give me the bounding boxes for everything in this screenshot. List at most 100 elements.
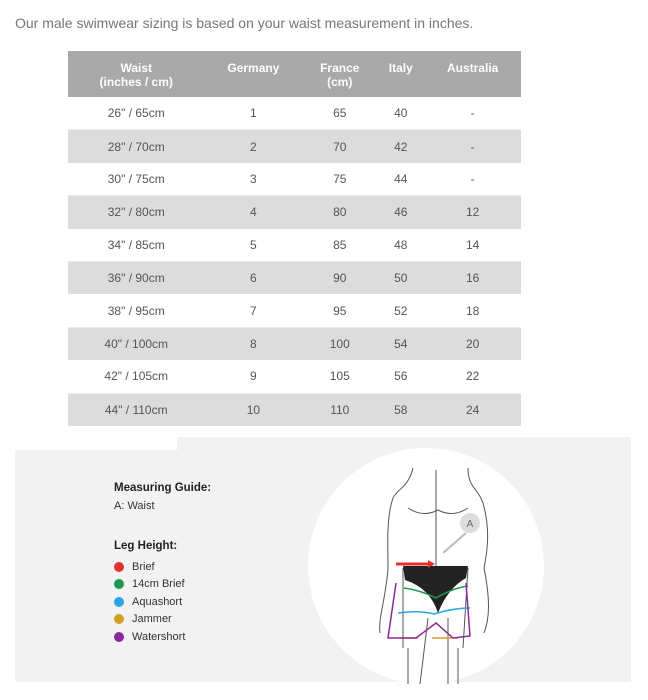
- table-cell: -: [424, 162, 521, 197]
- table-cell: 38" / 95cm: [68, 294, 205, 328]
- table-cell: 70: [302, 129, 378, 163]
- column-header-subline: (cm): [327, 75, 353, 89]
- table-row: 44" / 110cm 10 110 58 24: [68, 393, 521, 426]
- column-header: Australia: [424, 51, 521, 97]
- table-cell: 110: [302, 393, 378, 426]
- legend-label: Jammer: [132, 613, 172, 626]
- table-cell: 8: [204, 327, 303, 361]
- legend-label: 14cm Brief: [132, 578, 185, 591]
- table-cell: 95: [302, 294, 378, 328]
- table-cell: 16: [424, 261, 521, 295]
- table-cell: 80: [302, 195, 378, 229]
- table-cell: 36" / 90cm: [68, 261, 205, 295]
- body-outline: [379, 467, 489, 684]
- marker-a-pointer: [442, 532, 467, 554]
- table-cell: 5: [204, 228, 303, 262]
- table-body: 26" / 65cm 1 65 40-28" / 70cm 2 70 42-30" / 75…: [68, 97, 521, 426]
- table-cell: 48: [377, 228, 425, 262]
- column-header: France (cm): [302, 51, 378, 97]
- table-row: 34" / 85cm 5 85 48 14: [68, 228, 521, 262]
- table-row: 40" / 100cm 8 100 54 20: [68, 327, 521, 361]
- table-cell: 14: [424, 228, 521, 262]
- table-cell: 32" / 80cm: [68, 195, 205, 229]
- legend-dot-icon: [114, 596, 124, 607]
- table-row: 26" / 65cm 1 65 40-: [68, 97, 521, 131]
- table-row: 30" / 75cm 3 75 44-: [68, 162, 521, 197]
- table-cell: 50: [377, 261, 425, 295]
- legend-item: Aquashort: [114, 593, 211, 611]
- table-cell: 9: [204, 360, 303, 394]
- legend-label: Watershort: [132, 630, 186, 643]
- guide-panel-top: [177, 437, 631, 451]
- table-row: 42" / 105cm 9 105 56 22: [68, 360, 521, 394]
- legend-label: Aquashort: [132, 595, 183, 608]
- legend-dot-icon: [114, 579, 124, 590]
- waist-label: A: Waist: [114, 500, 155, 512]
- table-cell: 42" / 105cm: [68, 360, 205, 394]
- table-cell: 18: [424, 294, 521, 328]
- table-cell: 3: [204, 162, 303, 197]
- table-cell: 58: [377, 393, 425, 426]
- table-cell: 4: [204, 195, 303, 229]
- table-cell: 24: [424, 393, 521, 426]
- table-row: 36" / 90cm 6 90 50 16: [68, 261, 521, 295]
- table-cell: 44" / 110cm: [68, 393, 205, 426]
- table-cell: 22: [424, 360, 521, 394]
- table-row: 28" / 70cm 2 70 42-: [68, 129, 521, 163]
- table-cell: 7: [204, 294, 303, 328]
- table-cell: 75: [302, 162, 378, 197]
- table-cell: 40" / 100cm: [68, 327, 205, 361]
- column-header-line: France: [320, 61, 360, 75]
- legend-dot-icon: [114, 631, 124, 642]
- legend-item: Jammer: [114, 611, 211, 629]
- marker-a-circle: [460, 513, 480, 533]
- column-header-line: Australia: [446, 61, 499, 75]
- table-cell: 26" / 65cm: [68, 97, 205, 131]
- leg-height-title: Leg Height:: [114, 540, 178, 552]
- table-cell: 34" / 85cm: [68, 228, 205, 262]
- measuring-guide-title: Measuring Guide:: [114, 482, 212, 494]
- marker-a-label: A: [467, 519, 474, 530]
- table-row: 32" / 80cm 4 80 46 12: [68, 195, 521, 229]
- legend-label: Brief: [132, 560, 155, 573]
- table-cell: 46: [377, 195, 425, 229]
- column-header: Italy: [377, 51, 425, 97]
- table-cell: 10: [204, 393, 303, 426]
- table-cell: 54: [377, 327, 425, 361]
- table-cell: 90: [302, 261, 378, 295]
- table-cell: -: [424, 129, 521, 163]
- column-header: Germany: [204, 51, 303, 97]
- column-header-line: Waist: [120, 61, 153, 75]
- table-cell: 1: [204, 97, 303, 131]
- column-header-subline: (inches / cm): [99, 75, 173, 89]
- column-header: Waist (inches / cm): [68, 51, 205, 97]
- legend-item: Watershort: [114, 628, 211, 646]
- table-cell: -: [424, 97, 521, 131]
- table-cell: 52: [377, 294, 425, 328]
- table-cell: 40: [377, 97, 425, 131]
- measuring-guide: Measuring Guide: A: Waist Leg Height: Br…: [114, 482, 211, 646]
- table-cell: 56: [377, 360, 425, 394]
- table-cell: 6: [204, 261, 303, 295]
- intro-text: Our male swimwear sizing is based on you…: [15, 15, 474, 31]
- leg-height-legend: Brief 14cm Brief Aquashort Jammer Watershort: [114, 558, 211, 646]
- table-header-row: Waist (inches / cm) Germany France (cm) Italy…: [68, 51, 521, 97]
- column-header-line: Germany: [227, 61, 280, 75]
- table-cell: 100: [302, 327, 378, 361]
- table-cell: 30" / 75cm: [68, 162, 205, 197]
- brief-shape: [403, 566, 468, 613]
- size-chart-table: Waist (inches / cm) Germany France (cm) Italy…: [68, 51, 521, 426]
- body-illustration: A: [379, 467, 489, 684]
- table-cell: 105: [302, 360, 378, 394]
- table-cell: 65: [302, 97, 378, 131]
- table-cell: 12: [424, 195, 521, 229]
- table-cell: 28" / 70cm: [68, 129, 205, 163]
- table-cell: 44: [377, 162, 425, 197]
- legend-dot-icon: [114, 614, 124, 625]
- table-cell: 2: [204, 129, 303, 163]
- legend-dot-icon: [114, 561, 124, 572]
- table-cell: 42: [377, 129, 425, 163]
- legend-item: 14cm Brief: [114, 576, 211, 594]
- table-cell: 20: [424, 327, 521, 361]
- table-row: 38" / 95cm 7 95 52 18: [68, 294, 521, 328]
